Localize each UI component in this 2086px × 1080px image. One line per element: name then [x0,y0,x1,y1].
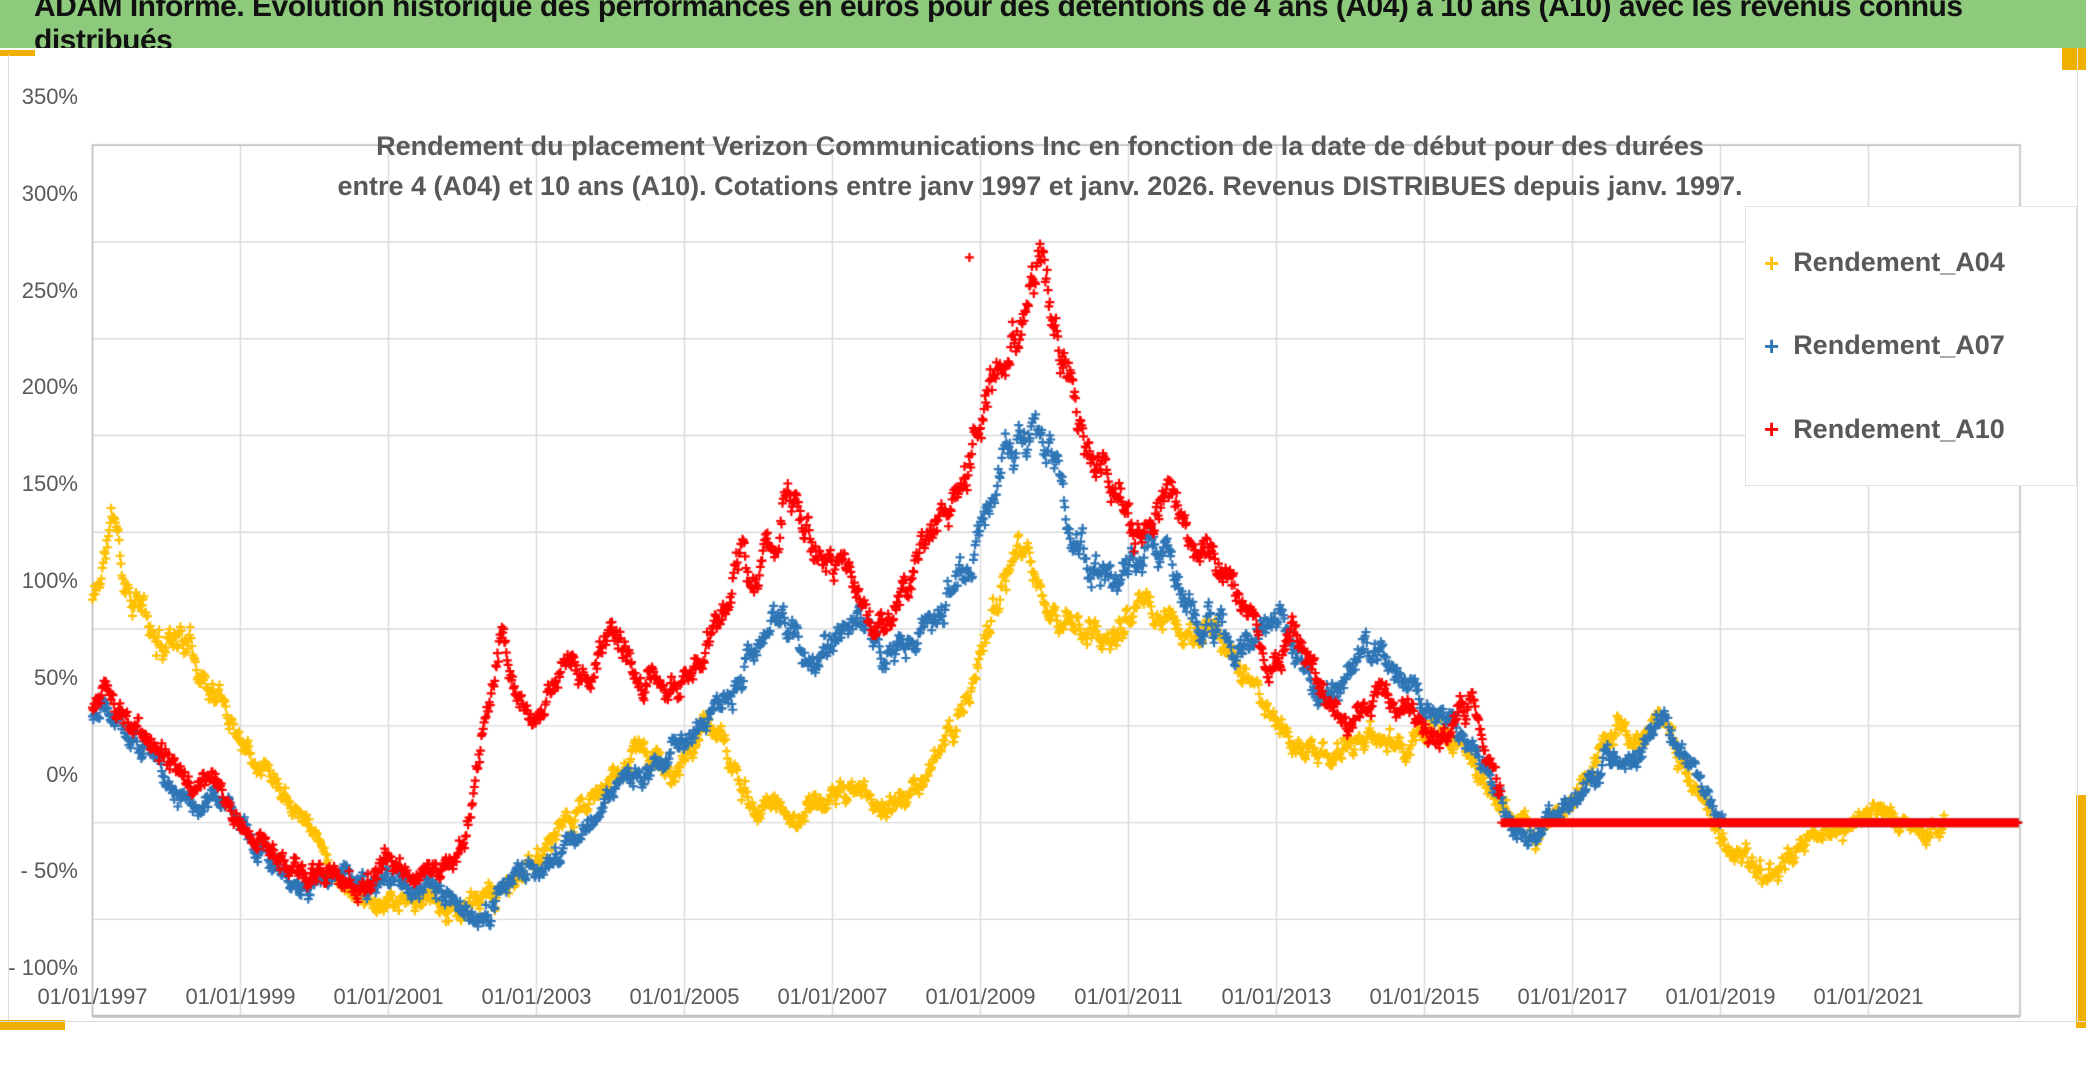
plus-marker-icon: + [1764,330,1780,361]
legend-entry-a10: + Rendement_A10 [1764,414,2076,445]
x-axis-tick-label: 01/01/2015 [1369,984,1480,1010]
gold-accent-bottom-left [0,1020,65,1030]
x-axis-tick-label: 01/01/2003 [481,984,592,1010]
x-axis-tick-label: 01/01/2007 [777,984,888,1010]
plus-marker-icon: + [1764,247,1780,278]
x-axis-tick-label: 01/01/2019 [1665,984,1776,1010]
y-axis-tick-label: 150% [21,471,78,497]
chart-area: Rendement du placement Verizon Communica… [0,48,2086,1080]
chart-border-bottom [0,1021,2086,1022]
x-axis-tick-label: 01/01/2013 [1221,984,1332,1010]
x-axis-tick-label: 01/01/2021 [1813,984,1924,1010]
legend-entry-a04: + Rendement_A04 [1764,247,2076,278]
plus-marker-icon: + [1764,414,1780,445]
chart-legend: + Rendement_A04 + Rendement_A07 + Rendem… [1745,206,2077,486]
y-axis-tick-label: 250% [21,277,78,303]
legend-label-a10: Rendement_A10 [1793,413,2005,444]
y-axis-tick-label: - 50% [20,858,78,884]
x-axis-tick-label: 01/01/2011 [1074,984,1183,1010]
x-axis-tick-label: 01/01/2005 [629,984,740,1010]
y-axis-tick-label: 350% [21,84,78,110]
x-axis-tick-label: 01/01/2017 [1517,984,1628,1010]
chart-title: Rendement du placement Verizon Communica… [300,126,1780,206]
y-axis-tick-label: 100% [21,568,78,594]
legend-label-a07: Rendement_A07 [1793,330,2005,361]
y-axis-tick-label: 0% [46,761,78,787]
chart-title-line2: entre 4 (A04) et 10 ans (A10). Cotations… [337,171,1743,201]
y-axis-tick-label: 50% [33,664,78,690]
page-header: ADAM Informe. Evolution historique des p… [0,0,2086,57]
legend-label-a04: Rendement_A04 [1793,247,2005,278]
gold-accent-top-left [0,50,35,56]
legend-entry-a07: + Rendement_A07 [1764,330,2076,361]
chart-title-line1: Rendement du placement Verizon Communica… [376,131,1704,161]
gold-accent-top-right [2062,48,2086,70]
x-axis-tick-label: 01/01/2001 [333,984,444,1010]
x-axis-tick-label: 01/01/1999 [185,984,296,1010]
y-axis-tick-label: 300% [21,180,78,206]
x-axis-tick-label: 01/01/1997 [37,984,148,1010]
y-axis-tick-label: - 100% [8,955,78,981]
gold-accent-right-edge [2076,795,2086,1028]
y-axis-tick-label: 200% [21,374,78,400]
x-axis-tick-label: 01/01/2009 [925,984,1036,1010]
chart-border-right [2077,48,2078,1022]
chart-border-left [8,55,9,1020]
chart-plot-canvas [0,48,2086,1080]
